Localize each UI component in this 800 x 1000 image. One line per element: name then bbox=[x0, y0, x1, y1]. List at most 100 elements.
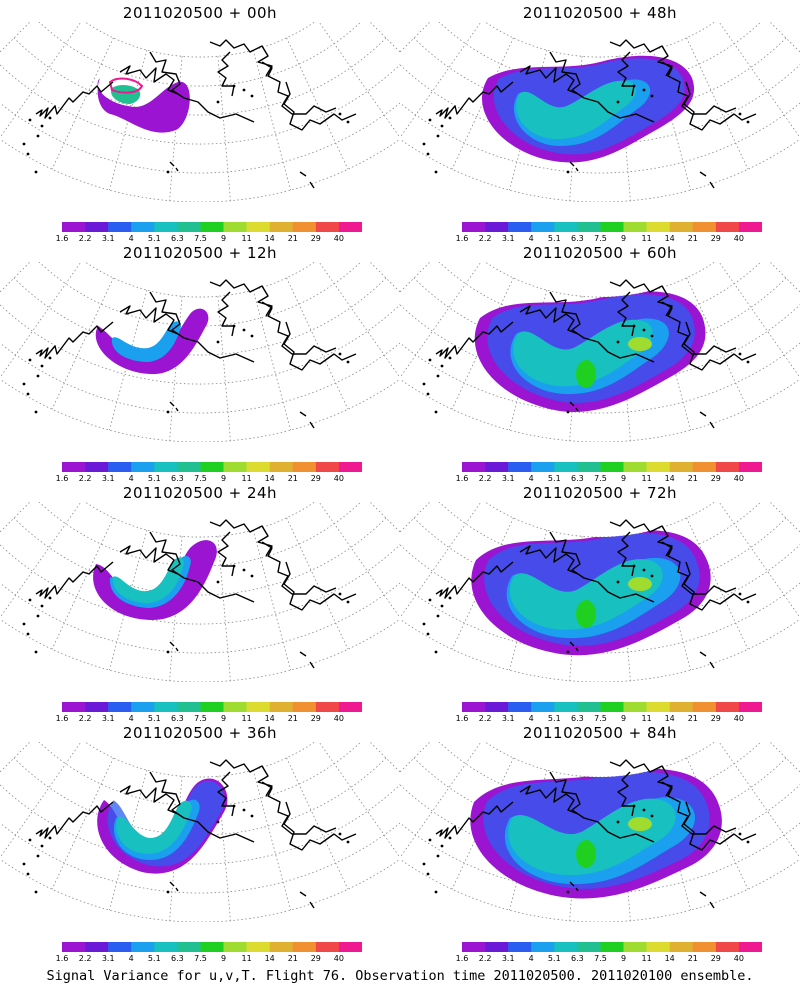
colorbar-tick-label: 14 bbox=[664, 954, 675, 963]
colorbar-swatch bbox=[646, 942, 670, 952]
coastline bbox=[217, 51, 235, 97]
colorbar-swatch bbox=[131, 222, 155, 232]
island bbox=[428, 358, 432, 362]
island bbox=[338, 832, 342, 836]
colorbar-swatch bbox=[154, 222, 178, 232]
island bbox=[36, 854, 40, 858]
colorbar-swatch bbox=[600, 222, 624, 232]
colorbar-swatch bbox=[669, 462, 694, 472]
coastline bbox=[683, 801, 757, 851]
latitude-line bbox=[0, 858, 400, 922]
island bbox=[242, 88, 246, 92]
island bbox=[232, 564, 236, 568]
colorbar-swatch bbox=[462, 942, 486, 952]
colorbar-swatch bbox=[554, 942, 578, 952]
colorbar-swatch bbox=[531, 942, 555, 952]
map-plot bbox=[0, 742, 400, 922]
colorbar-tick-label: 1.6 bbox=[55, 954, 69, 963]
panel-title: 2011020500 + 48h bbox=[522, 4, 678, 22]
colorbar-swatch bbox=[600, 942, 624, 952]
coastline bbox=[217, 531, 235, 577]
colorbar-swatch bbox=[485, 702, 509, 712]
island bbox=[746, 840, 750, 844]
coastline bbox=[283, 321, 357, 371]
colorbar-swatch bbox=[738, 702, 762, 712]
colorbar-tick-label: 7.5 bbox=[194, 714, 207, 723]
colorbar-tick-label: 21 bbox=[287, 714, 298, 723]
coastline bbox=[209, 759, 273, 797]
longitude-line bbox=[0, 742, 82, 859]
coastline bbox=[261, 301, 337, 355]
variance-contour-core bbox=[516, 80, 637, 140]
latitude-line bbox=[413, 277, 787, 356]
latitude-line bbox=[438, 742, 762, 807]
longitude-line bbox=[400, 22, 431, 53]
coastline bbox=[261, 781, 337, 835]
island bbox=[440, 364, 444, 368]
colorbar-swatch bbox=[200, 702, 224, 712]
colorbar-tick-label: 5.1 bbox=[147, 474, 161, 483]
variance-contour-inner bbox=[111, 321, 181, 362]
longitude-line bbox=[718, 22, 800, 139]
colorbar-swatch bbox=[715, 942, 740, 952]
latitude-line bbox=[38, 262, 362, 327]
island bbox=[422, 382, 426, 386]
colorbar-swatch bbox=[315, 942, 340, 952]
colorbar-swatch bbox=[315, 462, 340, 472]
colorbar-tick-label: 21 bbox=[287, 954, 298, 963]
longitude-line bbox=[769, 742, 800, 773]
colorbar-swatch bbox=[223, 702, 247, 712]
island bbox=[434, 170, 438, 174]
colorbar-swatch bbox=[600, 462, 624, 472]
coastline bbox=[569, 401, 715, 429]
colorbar-swatch bbox=[223, 462, 247, 472]
colorbar-swatch bbox=[85, 702, 109, 712]
colorbar-swatch bbox=[85, 462, 109, 472]
colorbar-labels: 1.6 2.2 3.1 4 5.1 6.3 7.5 9 11 14 21 29 40 bbox=[56, 234, 362, 244]
island bbox=[26, 872, 30, 876]
island bbox=[48, 836, 52, 840]
island bbox=[426, 392, 430, 396]
coastlines bbox=[422, 759, 757, 909]
latitude-line bbox=[413, 37, 787, 116]
coastline bbox=[217, 771, 235, 817]
colorbar-swatch bbox=[715, 702, 740, 712]
coastline bbox=[683, 81, 757, 131]
longitude-line bbox=[51, 757, 114, 890]
island bbox=[566, 410, 570, 414]
colorbar-tick-label: 1.6 bbox=[55, 714, 69, 723]
colorbar-tick-label: 9 bbox=[220, 714, 227, 723]
island bbox=[566, 170, 570, 174]
colorbar-tick-label: 3.1 bbox=[501, 714, 515, 723]
colorbar-swatch bbox=[85, 942, 109, 952]
colorbar-swatch bbox=[508, 222, 532, 232]
colorbar-tick-label: 11 bbox=[641, 474, 652, 483]
latitude-line bbox=[0, 102, 400, 174]
coastline bbox=[519, 785, 579, 815]
variance-contour-core bbox=[116, 800, 192, 854]
island bbox=[34, 170, 38, 174]
coastline bbox=[683, 321, 757, 371]
coastlines bbox=[422, 279, 757, 429]
island bbox=[28, 598, 32, 602]
coastline bbox=[119, 65, 179, 95]
island bbox=[34, 650, 38, 654]
longitude-line bbox=[169, 296, 183, 441]
colorbar-swatch bbox=[62, 942, 86, 952]
colorbar-swatch bbox=[738, 942, 762, 952]
colorbar-swatch bbox=[531, 462, 555, 472]
colorbar-tick-label: 7.5 bbox=[194, 474, 207, 483]
longitude-line bbox=[0, 502, 31, 533]
longitude-line bbox=[400, 262, 482, 379]
colorbar-tick-label: 7.5 bbox=[194, 954, 207, 963]
island bbox=[28, 118, 32, 122]
colorbar-tick-label: 2.2 bbox=[478, 714, 492, 723]
coastlines bbox=[422, 39, 757, 189]
colorbar-swatch bbox=[508, 702, 532, 712]
colorbar-tick-label: 3.1 bbox=[501, 474, 515, 483]
island bbox=[22, 382, 26, 386]
latitude-line bbox=[438, 502, 762, 567]
colorbar-swatch bbox=[315, 702, 340, 712]
colorbar-swatch bbox=[462, 702, 486, 712]
colorbar bbox=[62, 462, 362, 472]
